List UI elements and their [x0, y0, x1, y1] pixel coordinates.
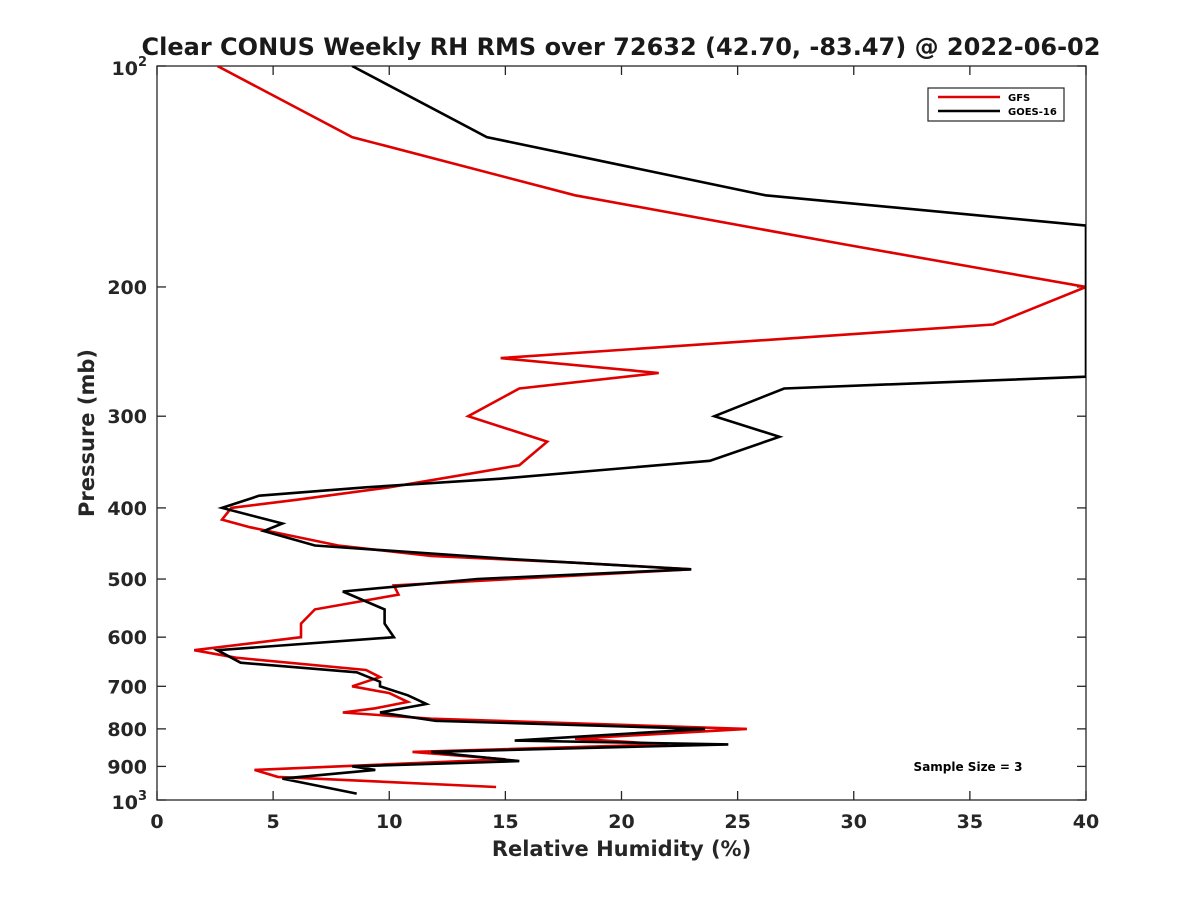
x-tick-label: 30 — [841, 811, 867, 833]
x-tick-label: 35 — [957, 811, 983, 833]
series-line-goes-16 — [212, 66, 1086, 795]
x-tick-label: 5 — [267, 811, 280, 833]
y-axis-label: Pressure (mb) — [75, 349, 99, 517]
y-tick-label: 102 — [112, 55, 148, 80]
y-tick-label: 400 — [107, 498, 147, 520]
legend-label: GOES-16 — [1008, 107, 1057, 118]
x-axis-ticks: 0 5 10 15 20 25 30 35 40 — [150, 66, 1099, 833]
y-tick-label: 800 — [107, 719, 147, 741]
y-tick-label-base: 10 — [112, 792, 138, 814]
y-tick-label-exponent: 2 — [138, 55, 147, 70]
x-axis-label: Relative Humidity (%) — [492, 837, 751, 861]
plot-series — [193, 66, 1086, 795]
x-tick-label: 10 — [376, 811, 402, 833]
y-tick-label-base: 10 — [112, 58, 138, 80]
y-tick-label: 900 — [107, 756, 147, 778]
legend-box — [927, 87, 1065, 122]
y-tick-label-exponent: 3 — [138, 789, 147, 804]
y-tick-label: 103 — [112, 789, 148, 814]
legend-label: GFS — [1008, 93, 1030, 104]
sample-size-annotation: Sample Size = 3 — [914, 760, 1023, 774]
chart-title: Clear CONUS Weekly RH RMS over 72632 (42… — [142, 33, 1101, 61]
x-tick-label: 25 — [724, 811, 750, 833]
x-tick-label: 20 — [608, 811, 634, 833]
x-tick-label: 40 — [1073, 811, 1099, 833]
x-tick-label: 0 — [150, 811, 163, 833]
y-tick-label: 200 — [107, 277, 147, 299]
y-tick-label: 600 — [107, 627, 147, 649]
x-tick-label: 15 — [492, 811, 518, 833]
y-tick-label: 700 — [107, 676, 147, 698]
y-tick-label: 300 — [107, 406, 147, 428]
legend: GFS GOES-16 — [927, 87, 1065, 122]
y-tick-label: 500 — [107, 569, 147, 591]
series-line-gfs — [193, 66, 1086, 789]
